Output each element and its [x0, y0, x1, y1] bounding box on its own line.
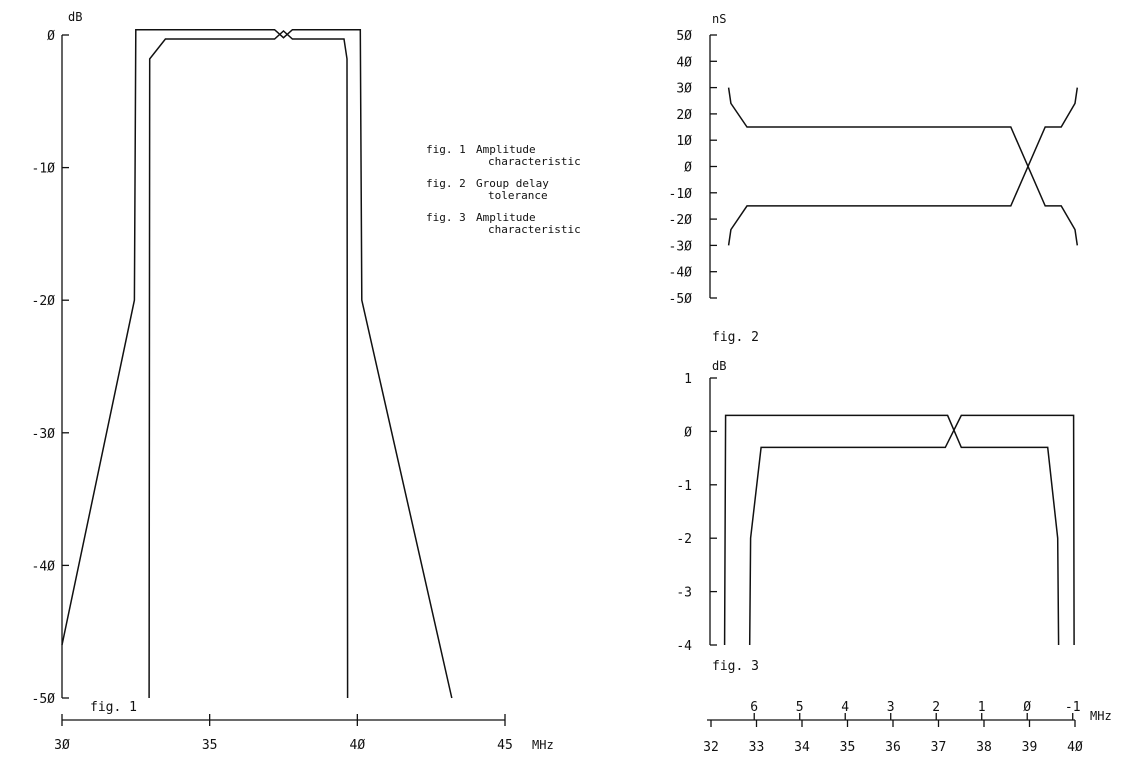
fig2-series-line-1	[727, 87, 1079, 246]
fig3-x-tick-label: 37	[931, 740, 947, 755]
fig3-channel-label: 5	[796, 700, 804, 715]
fig3-x-tick-label: 33	[749, 740, 765, 755]
fig3-x-ticks: 32 33 34 35 36 37 38 39 4Ø	[703, 720, 1083, 755]
fig3-amplitude-chart: dB MHz fig. 3 1Ø-1-2-3-4 32 33 34 35 36 37 38 3…	[676, 359, 1111, 755]
fig3-x-tick-label: 38	[976, 740, 992, 755]
fig1-y-unit: dB	[68, 10, 82, 24]
fig1-series-line-1	[61, 28, 453, 699]
fig3-x-unit: MHz	[1090, 709, 1112, 723]
fig2-y-tick-label: 1Ø	[676, 134, 692, 149]
fig3-series-line-2	[748, 414, 1075, 646]
fig3-caption: fig. 3	[712, 659, 759, 674]
fig1-x-tick-label: 3Ø	[54, 738, 70, 753]
fig3-y-tick-label: Ø	[684, 425, 692, 440]
fig3-x-tick-label: 39	[1022, 740, 1038, 755]
fig2-group-delay-chart: nS fig. 2 5Ø 4Ø 3Ø 2Ø 1Ø Ø -1Ø -2Ø -3Ø -4Ø -5Ø	[669, 12, 1079, 345]
fig2-caption: fig. 2	[712, 330, 759, 345]
legend-text-fig2-line1: Group delay	[476, 177, 549, 190]
fig2-y-tick-label: -3Ø	[669, 239, 693, 254]
fig2-y-tick-label: 2Ø	[676, 108, 692, 123]
legend-key-fig2: fig. 2	[426, 177, 466, 190]
fig3-channel-label: 4	[841, 700, 849, 715]
fig2-y-tick-label: -1Ø	[669, 187, 693, 202]
fig1-amplitude-chart: dB MHz fig. 1 Ø -1Ø -2Ø -3Ø -4Ø -5Ø 3Ø 35 4Ø 45	[32, 10, 554, 753]
fig1-y-tick-label: -2Ø	[32, 294, 56, 309]
fig2-y-tick-label: 4Ø	[676, 55, 692, 70]
fig3-x-tick-label: 34	[794, 740, 810, 755]
fig1-caption: fig. 1	[90, 700, 137, 715]
fig1-y-tick-label: Ø	[47, 29, 55, 44]
fig3-x-tick-label: 32	[703, 740, 719, 755]
fig3-x-tick-label: 4Ø	[1067, 740, 1083, 755]
fig2-y-tick-label: 3Ø	[676, 82, 692, 97]
fig3-x-tick-label: 36	[885, 740, 901, 755]
fig1-x-tick-label: 45	[497, 738, 513, 753]
fig1-y-tick-label: -4Ø	[32, 559, 56, 574]
fig1-x-unit: MHz	[532, 738, 554, 752]
fig1-x-ticks: 3Ø 35 4Ø 45	[54, 714, 513, 753]
fig3-channel-ticks: 6 5 4 3 2 1 Ø -1	[750, 700, 1081, 720]
fig3-y-tick-label: -1	[676, 479, 692, 494]
fig3-channel-label: 1	[978, 700, 986, 715]
fig3-y-tick-label: 1	[684, 372, 692, 387]
fig1-y-tick-label: -5Ø	[32, 692, 56, 707]
fig2-series	[727, 87, 1079, 246]
fig2-y-tick-label: -5Ø	[669, 292, 693, 307]
fig1-x-tick-label: 35	[202, 738, 218, 753]
fig3-channel-label: Ø	[1023, 700, 1031, 715]
legend: fig. 1 Amplitude characteristic fig. 2 G…	[426, 143, 581, 236]
legend-text-fig3-line2: characteristic	[488, 223, 581, 236]
legend-text-fig3-line1: Amplitude	[476, 211, 536, 224]
fig3-channel-label: 3	[887, 700, 895, 715]
fig3-y-unit: dB	[712, 359, 726, 373]
legend-key-fig3: fig. 3	[426, 211, 466, 224]
fig1-series	[61, 28, 453, 699]
fig2-y-tick-label: 5Ø	[676, 29, 692, 44]
fig2-y-unit: nS	[712, 12, 726, 26]
fig2-y-tick-label: -4Ø	[669, 266, 693, 281]
fig3-x-tick-label: 35	[840, 740, 856, 755]
legend-key-fig1: fig. 1	[426, 143, 466, 156]
fig3-series	[723, 414, 1075, 646]
fig3-y-tick-label: -4	[676, 639, 692, 654]
fig3-channel-label: 2	[932, 700, 940, 715]
fig3-y-tick-label: -2	[676, 532, 692, 547]
legend-text-fig2-line2: tolerance	[488, 189, 548, 202]
fig2-y-tick-label: Ø	[684, 161, 692, 176]
legend-text-fig1-line1: Amplitude	[476, 143, 536, 156]
fig3-y-ticks: 1 Ø -1 -2 -3 -4	[676, 372, 717, 654]
fig2-series-line-2	[727, 87, 1079, 246]
fig2-y-ticks: 5Ø 4Ø 3Ø 2Ø 1Ø Ø -1Ø -2Ø -3Ø -4Ø -5Ø	[669, 29, 717, 307]
fig3-channel-label: 6	[750, 700, 758, 715]
fig3-y-tick-label: -3	[676, 586, 692, 601]
legend-text-fig1-line2: characteristic	[488, 155, 581, 168]
fig3-series-line-1	[723, 414, 1060, 646]
fig1-x-tick-label: 4Ø	[350, 738, 366, 753]
fig1-y-tick-label: -3Ø	[32, 427, 56, 442]
fig2-y-tick-label: -2Ø	[669, 213, 693, 228]
fig1-y-ticks: Ø -1Ø -2Ø -3Ø -4Ø -5Ø	[32, 29, 69, 707]
fig3-channel-label: -1	[1065, 700, 1081, 715]
fig1-y-tick-label: -1Ø	[32, 162, 56, 177]
fig1-series-line-2	[148, 29, 349, 699]
